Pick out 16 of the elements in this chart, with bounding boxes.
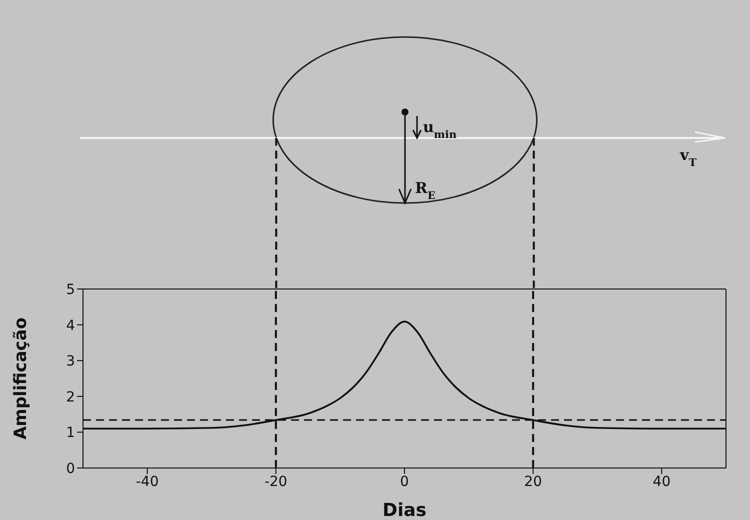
text: v$_{T}$ [679,146,697,169]
x-axis-title: Dias [382,500,426,520]
y-tick-label: 4 [66,318,76,334]
y-axis-title: Amplificação [11,317,32,440]
y-tick-label: 5 [66,282,75,298]
y-tick-label: 2 [66,389,75,406]
y-tick-label: 0 [66,460,75,477]
x-tick-label: 20 [524,474,542,490]
x-tick-label: 0 [400,474,409,490]
x-tick-label: 40 [652,474,671,490]
y-tick-label: 3 [66,354,75,370]
x-tick-label: -20 [264,474,288,490]
text: u$_{min}$ [423,118,458,141]
x-tick-label: -40 [136,474,159,490]
text: R$_{E}$ [415,179,436,202]
y-tick-label: 1 [66,425,75,442]
